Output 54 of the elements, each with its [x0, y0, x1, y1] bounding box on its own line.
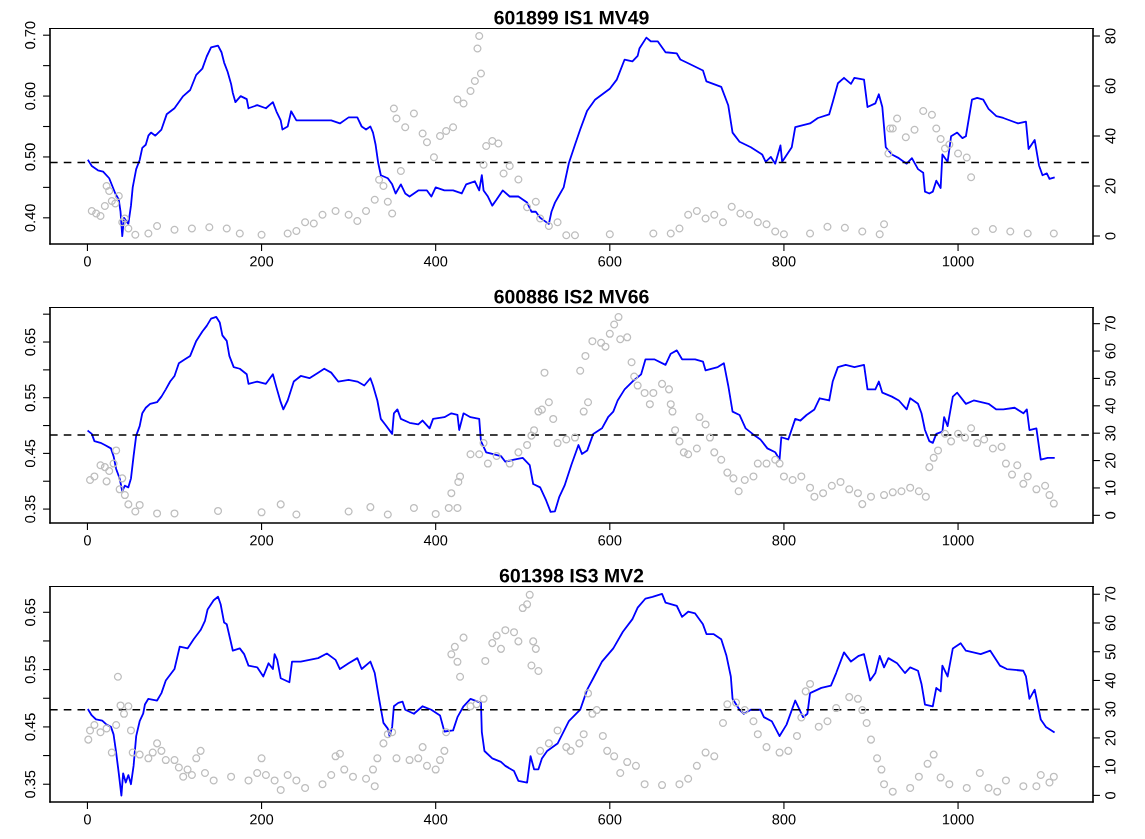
x-tick-label: 800 [772, 814, 796, 825]
y2-tick-label: 0 [1105, 511, 1116, 519]
y-tick-label: 0.65 [24, 328, 36, 356]
x-tick-label: 600 [598, 814, 622, 825]
x-tick-label: 1000 [942, 256, 974, 267]
x-tick-label: 0 [83, 256, 91, 267]
x-tick-label: 1000 [942, 814, 974, 825]
y2-tick-label: 0 [1105, 232, 1116, 240]
y2-tick-label: 20 [1105, 730, 1116, 746]
y2-tick-label: 50 [1105, 370, 1116, 386]
y2-tick-label: 0 [1105, 791, 1116, 799]
x-tick-label: 0 [83, 814, 91, 825]
x-tick-label: 200 [250, 535, 274, 546]
y-tick-label: 0.65 [24, 598, 36, 626]
chart-title: 600886 IS2 MV66 [494, 289, 649, 304]
y2-tick-label: 60 [1105, 615, 1116, 631]
x-tick-label: 400 [423, 814, 448, 825]
y-tick-label: 0.35 [24, 495, 36, 523]
y-tick-label: 0.45 [24, 439, 36, 468]
x-tick-label: 800 [772, 535, 796, 546]
y2-tick-label: 60 [1105, 343, 1116, 359]
y2-tick-label: 60 [1105, 78, 1116, 94]
y2-tick-label: 10 [1105, 480, 1116, 495]
x-tick-label: 600 [598, 535, 622, 546]
y-tick-label: 0.50 [24, 143, 36, 171]
y-tick-label: 0.70 [24, 21, 36, 49]
x-tick-label: 600 [598, 256, 622, 267]
chart-title: 601899 IS1 MV49 [494, 10, 649, 25]
y-tick-label: 0.55 [24, 656, 36, 684]
y-tick-label: 0.40 [24, 204, 36, 232]
y-tick-label: 0.35 [24, 770, 36, 798]
y-tick-label: 0.55 [24, 384, 36, 412]
y-tick-label: 0.45 [24, 713, 36, 741]
x-tick-label: 400 [423, 535, 448, 546]
chart-title: 601398 IS3 MV2 [499, 568, 644, 583]
x-tick-label: 200 [250, 814, 274, 825]
y2-tick-label: 40 [1105, 128, 1116, 144]
y2-tick-label: 30 [1105, 701, 1116, 717]
y2-tick-label: 20 [1105, 453, 1116, 468]
x-tick-label: 800 [772, 256, 796, 267]
x-tick-label: 1000 [942, 535, 974, 546]
x-tick-label: 400 [423, 256, 448, 267]
y2-tick-label: 10 [1105, 759, 1116, 774]
y2-tick-label: 70 [1105, 586, 1116, 602]
y2-tick-label: 20 [1105, 178, 1116, 194]
y2-tick-label: 50 [1105, 644, 1116, 660]
y-tick-label: 0.60 [24, 82, 36, 110]
x-tick-label: 200 [250, 256, 274, 267]
y2-tick-label: 70 [1105, 316, 1116, 332]
y2-tick-label: 40 [1105, 398, 1116, 414]
y2-tick-label: 40 [1105, 672, 1116, 689]
y2-tick-label: 80 [1105, 28, 1116, 44]
y2-tick-label: 30 [1105, 425, 1116, 441]
x-tick-label: 0 [83, 535, 91, 546]
